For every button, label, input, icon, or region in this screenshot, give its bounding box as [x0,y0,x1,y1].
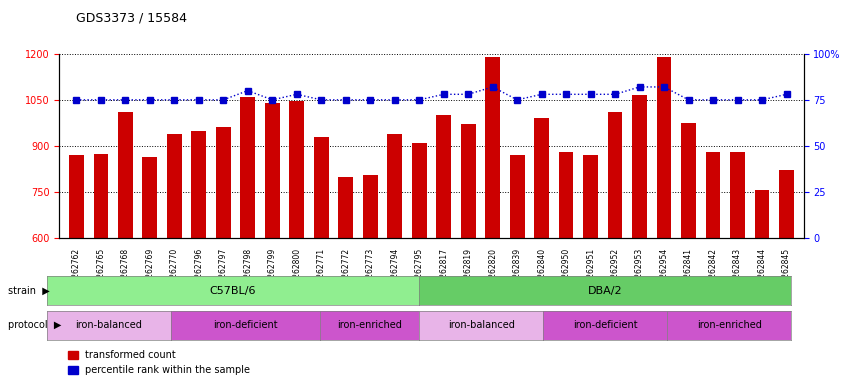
Text: iron-enriched: iron-enriched [337,320,402,331]
Bar [461,124,475,384]
Text: iron-deficient: iron-deficient [573,320,638,331]
Bar [583,155,598,384]
Legend: transformed count, percentile rank within the sample: transformed count, percentile rank withi… [64,346,255,379]
Bar [437,115,451,384]
Text: iron-balanced: iron-balanced [448,320,514,331]
Bar [118,112,133,384]
Bar [632,95,647,384]
Bar [167,134,182,384]
Bar [755,190,769,384]
Bar [486,57,500,384]
Text: iron-enriched: iron-enriched [697,320,761,331]
Text: strain  ▶: strain ▶ [8,286,50,296]
Bar [559,152,574,384]
Bar [387,134,402,384]
Text: iron-balanced: iron-balanced [75,320,142,331]
Bar [69,155,84,384]
Bar [94,154,108,384]
Bar [730,152,745,384]
Bar [607,112,623,384]
Bar [240,97,255,384]
Bar [289,101,304,384]
Bar [142,157,157,384]
Bar [681,123,696,384]
Bar [338,177,353,384]
Bar [510,155,525,384]
Bar [191,131,206,384]
Bar [412,143,426,384]
Text: C57BL/6: C57BL/6 [210,286,256,296]
Text: iron-deficient: iron-deficient [213,320,277,331]
Bar [535,118,549,384]
Bar [706,152,721,384]
Text: protocol  ▶: protocol ▶ [8,320,62,331]
Bar [265,103,280,384]
Bar [779,170,794,384]
Text: DBA/2: DBA/2 [588,286,623,296]
Bar [363,175,377,384]
Bar [656,57,672,384]
Bar [216,127,231,384]
Bar [314,137,328,384]
Text: GDS3373 / 15584: GDS3373 / 15584 [76,12,187,25]
